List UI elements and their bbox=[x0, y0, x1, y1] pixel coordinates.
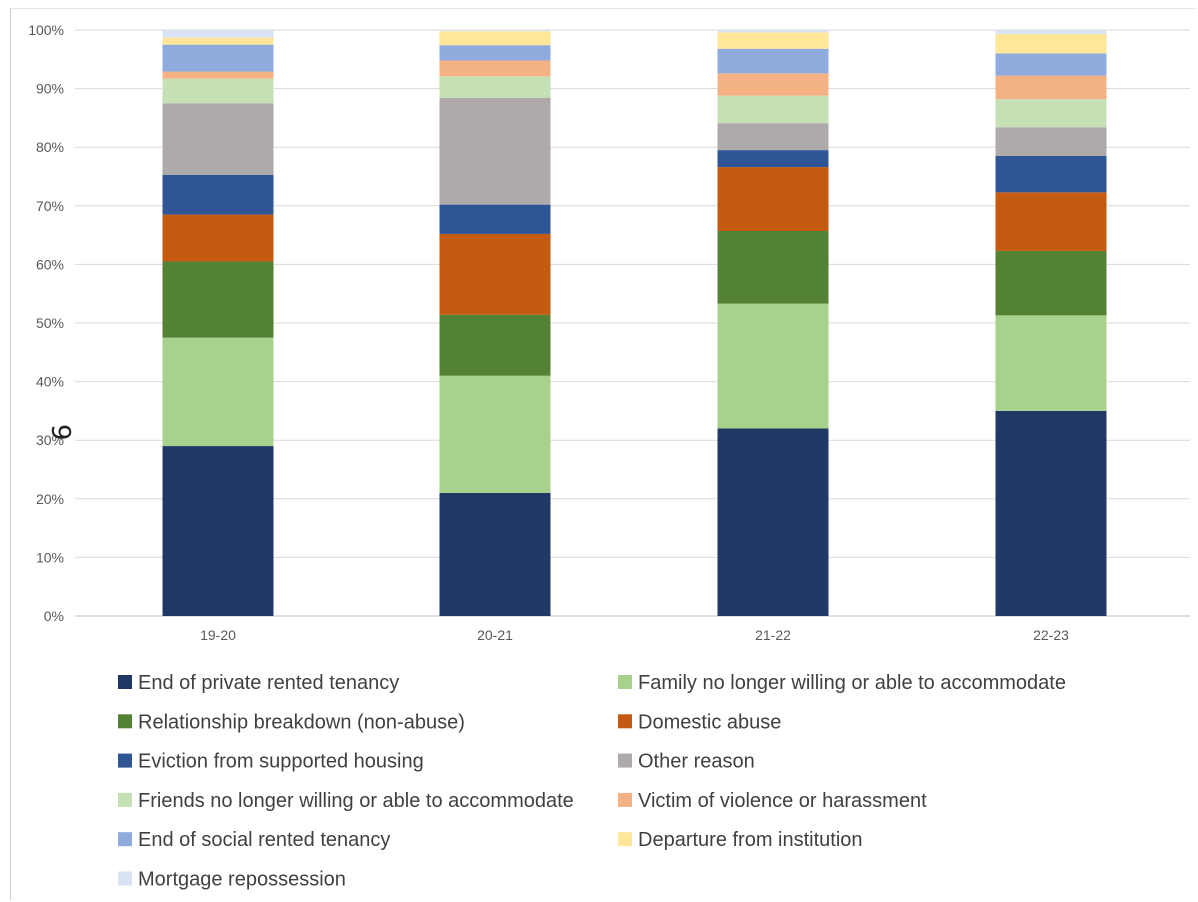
x-category-label: 20-21 bbox=[477, 627, 513, 643]
bar-segment bbox=[995, 99, 1107, 128]
bar-segment bbox=[717, 32, 829, 49]
bar-segment bbox=[717, 428, 829, 616]
x-category-label: 21-22 bbox=[755, 627, 791, 643]
bar-segment bbox=[439, 45, 551, 61]
y-tick-label: 30% bbox=[36, 432, 64, 448]
y-tick-label: 70% bbox=[36, 198, 64, 214]
bar-segment bbox=[162, 71, 274, 79]
legend-label: Departure from institution bbox=[638, 829, 863, 851]
legend-label: Domestic abuse bbox=[638, 711, 781, 733]
bar-segment bbox=[717, 30, 829, 33]
legend-label: End of private rented tenancy bbox=[138, 672, 399, 694]
chart-frame bbox=[10, 8, 1196, 900]
bar-segment bbox=[995, 250, 1107, 316]
legend-swatch bbox=[118, 753, 132, 768]
bar-segment bbox=[439, 97, 551, 205]
bar-segment bbox=[717, 73, 829, 96]
bar-segment bbox=[995, 155, 1107, 193]
bar-segment bbox=[439, 375, 551, 493]
y-tick-label: 90% bbox=[36, 81, 64, 97]
bar-segment bbox=[162, 103, 274, 175]
legend-swatch bbox=[618, 675, 632, 689]
legend-label: Victim of violence or harassment bbox=[638, 790, 927, 812]
y-tick-label: 20% bbox=[36, 491, 64, 507]
legend-swatch bbox=[118, 714, 132, 729]
bar-segment bbox=[162, 214, 274, 262]
bar-segment bbox=[717, 95, 829, 124]
bar-segment bbox=[439, 76, 551, 98]
legend-swatch bbox=[118, 792, 132, 807]
bar-segment bbox=[717, 230, 829, 304]
legend-swatch bbox=[118, 675, 132, 689]
x-category-label: 22-23 bbox=[1033, 627, 1069, 643]
bar-segment bbox=[439, 31, 551, 46]
bar-segment bbox=[995, 315, 1107, 411]
bar-segment bbox=[995, 192, 1107, 251]
legend-swatch bbox=[618, 753, 632, 768]
bar-segment bbox=[162, 37, 274, 45]
bar-segment bbox=[439, 492, 551, 616]
y-tick-label: 80% bbox=[36, 139, 64, 155]
bar-segment bbox=[439, 60, 551, 77]
bar-segment bbox=[995, 75, 1107, 100]
legend-label: Friends no longer willing or able to acc… bbox=[138, 790, 574, 812]
bar-segment bbox=[439, 314, 551, 376]
x-category-label: 19-20 bbox=[200, 627, 236, 643]
y-tick-label: 40% bbox=[36, 374, 64, 390]
bar-segment bbox=[162, 261, 274, 338]
bar-segment bbox=[995, 410, 1107, 616]
bars bbox=[162, 30, 1107, 616]
bar-segment bbox=[439, 204, 551, 234]
bar-segment bbox=[995, 127, 1107, 156]
bar-segment bbox=[162, 337, 274, 447]
bar-segment bbox=[162, 446, 274, 616]
y-tick-label: 10% bbox=[36, 549, 64, 565]
bar-segment bbox=[162, 78, 274, 104]
bar-segment bbox=[717, 150, 829, 168]
bar-segment bbox=[717, 167, 829, 231]
y-tick-label: 60% bbox=[36, 256, 64, 272]
y-axis-ticks: 0% 10% 20% 30% 40% 50% 60% 70% 80% 90% 100% bbox=[28, 22, 64, 624]
legend-label: Family no longer willing or able to acco… bbox=[638, 672, 1066, 694]
legend-label: End of social rented tenancy bbox=[138, 829, 390, 851]
bar-segment bbox=[995, 34, 1107, 54]
bar-segment bbox=[162, 30, 274, 38]
legend: End of private rented tenancy Family no l… bbox=[118, 672, 1066, 891]
y-tick-label: 0% bbox=[44, 608, 64, 624]
bar-segment bbox=[717, 303, 829, 429]
bar-segment bbox=[162, 174, 274, 215]
legend-label: Eviction from supported housing bbox=[138, 751, 424, 773]
bar-segment bbox=[439, 233, 551, 315]
legend-swatch bbox=[118, 832, 132, 847]
legend-label: Mortgage repossession bbox=[138, 869, 346, 891]
bar-segment bbox=[162, 44, 274, 72]
y-tick-label: 100% bbox=[28, 22, 64, 38]
stray-mark-glyph: 9 bbox=[45, 424, 75, 441]
bar-segment bbox=[995, 53, 1107, 76]
legend-swatch bbox=[618, 792, 632, 807]
legend-label: Other reason bbox=[638, 751, 755, 773]
y-tick-label: 50% bbox=[36, 315, 64, 331]
legend-swatch bbox=[618, 832, 632, 847]
bar-segment bbox=[717, 48, 829, 74]
legend-swatch bbox=[118, 871, 132, 886]
bar-segment bbox=[995, 30, 1107, 35]
legend-swatch bbox=[618, 714, 632, 729]
x-axis-categories: 19-20 20-21 21-22 22-23 bbox=[200, 627, 1069, 643]
bar-segment bbox=[439, 30, 551, 32]
bar-segment bbox=[717, 123, 829, 151]
legend-label: Relationship breakdown (non-abuse) bbox=[138, 711, 465, 733]
